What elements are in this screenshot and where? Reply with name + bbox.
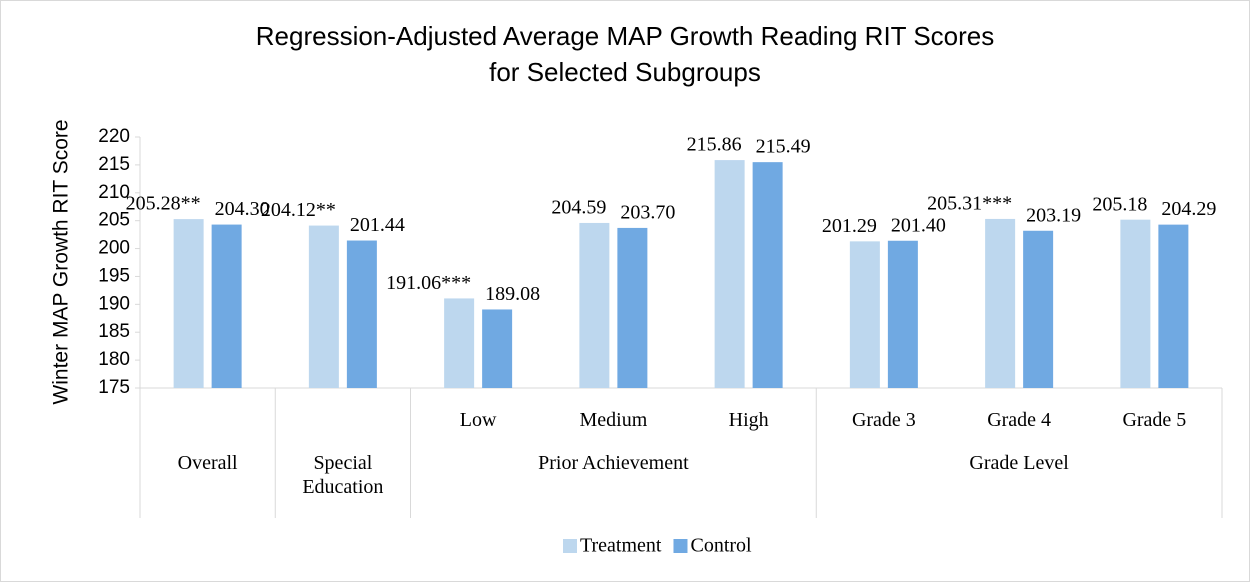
bar [1023,230,1054,388]
y-axis-label: Winter MAP Growth RIT Score [50,119,73,404]
bar [887,240,918,388]
legend-swatch [673,539,688,553]
x-tick-label: High [728,409,769,431]
legend-swatch [563,539,577,553]
bar [1120,219,1151,388]
value-label: 203.19 [1026,204,1081,226]
bar [714,160,745,388]
group-label: Overall [177,452,238,474]
bar [308,225,339,388]
bar [985,218,1016,388]
value-label: 215.49 [756,136,811,158]
value-label: 205.31*** [927,193,1012,215]
x-tick-label: Medium [579,409,648,431]
value-label: 204.12** [261,199,336,221]
y-tick-label: 205 [98,210,130,231]
bar [579,222,610,388]
bar [849,241,880,388]
y-tick-label: 220 [98,126,130,147]
bar [617,227,648,388]
bar [173,219,204,388]
x-tick-label: Grade 5 [1122,409,1187,431]
value-label: 204.59 [551,197,606,219]
value-label: 201.40 [891,214,946,236]
group-label: Grade Level [969,452,1069,474]
y-tick-label: 195 [98,265,130,286]
group-label: Prior Achievement [538,452,689,474]
y-tick-label: 200 [98,238,130,259]
x-tick-label: Grade 4 [987,409,1052,431]
value-label: 204.30 [215,198,270,220]
value-label: 205.18 [1092,193,1147,215]
y-tick-label: 185 [98,321,130,342]
y-tick-label: 180 [98,349,130,370]
value-label: 215.86 [687,134,742,156]
value-label: 191.06*** [386,272,471,294]
x-tick-label: Low [459,409,497,431]
y-tick-label: 210 [98,182,130,203]
x-tick-label: Grade 3 [851,409,916,431]
chart-title: Regression-Adjusted Average MAP Growth R… [255,21,995,87]
bar [346,240,377,388]
legend-label: Treatment [580,535,662,557]
value-label: 205.28** [126,193,201,215]
y-tick-label: 175 [98,377,130,398]
bar [444,298,475,388]
bar [1158,224,1189,388]
title-box: Regression-Adjusted Average MAP Growth R… [255,21,995,87]
value-label: 203.70 [620,202,675,224]
bar [211,224,242,388]
value-label: 201.29 [822,215,877,237]
value-label: 189.08 [485,283,540,305]
value-label: 204.29 [1161,198,1216,220]
value-label: 201.44 [350,214,405,236]
bar [752,162,783,388]
group-label: Special Education [302,452,384,498]
y-tick-label: 215 [98,154,130,175]
bar [482,309,513,388]
y-tick-label: 190 [98,293,130,314]
legend-label: Control [690,535,752,557]
